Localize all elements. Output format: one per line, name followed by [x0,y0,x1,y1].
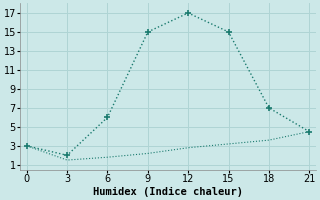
X-axis label: Humidex (Indice chaleur): Humidex (Indice chaleur) [93,186,243,197]
